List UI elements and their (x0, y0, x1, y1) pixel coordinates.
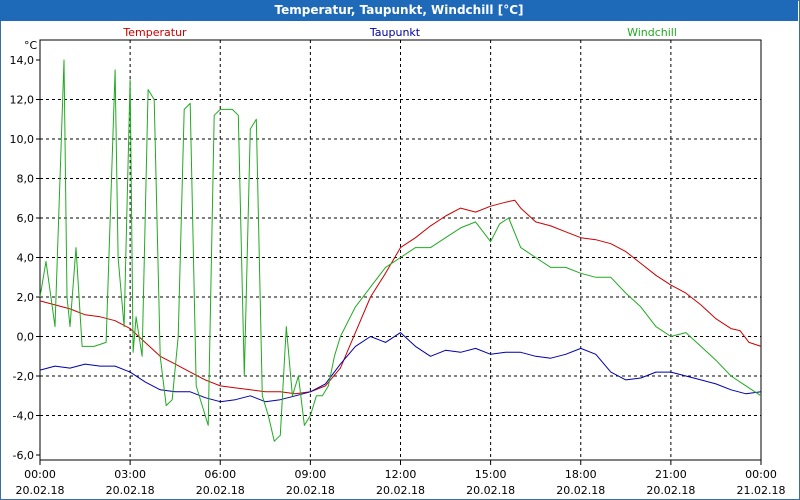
x-tick-date: 20.02.18 (286, 484, 335, 497)
x-tick-time: 21:00 (655, 468, 687, 481)
y-tick-label: 12,0 (10, 94, 35, 107)
x-tick-time: 06:00 (204, 468, 236, 481)
series-line-windchill (39, 59, 762, 442)
y-tick-label: 8,0 (17, 173, 35, 186)
x-tick-date: 20.02.18 (556, 484, 605, 497)
y-tick-label: 4,0 (17, 252, 35, 265)
x-tick-date: 21.02.18 (737, 484, 786, 497)
x-tick-time: 09:00 (295, 468, 327, 481)
y-tick-label: 14,0 (10, 54, 35, 67)
y-tick-label: 6,0 (17, 212, 35, 225)
x-tick-date: 20.02.18 (196, 484, 245, 497)
x-tick-time: 15:00 (475, 468, 507, 481)
series-line-taupunkt (39, 332, 762, 403)
x-tick-time: 00:00 (745, 468, 777, 481)
y-tick-label: -6,0 (13, 449, 34, 462)
x-tick-time: 12:00 (385, 468, 417, 481)
legend-taupunkt: Taupunkt (369, 26, 421, 39)
x-tick-date: 20.02.18 (466, 484, 515, 497)
x-tick-date: 20.02.18 (376, 484, 425, 497)
legend-windchill: Windchill (627, 26, 677, 39)
x-axis: 00:00 20.02.18 03:00 20.02.18 06:00 20.02.18 0… (16, 460, 786, 497)
y-axis-label: °C (24, 39, 38, 52)
x-tick-date: 20.02.18 (646, 484, 695, 497)
y-tick-label: 2,0 (17, 291, 35, 304)
chart-title: Temperatur, Taupunkt, Windchill [°C] (0, 0, 798, 21)
x-tick-date: 20.02.18 (106, 484, 155, 497)
y-tick-label: -4,0 (13, 410, 34, 423)
x-tick-time: 00:00 (24, 468, 56, 481)
series-line-temperatur (39, 199, 762, 395)
y-tick-label: -2,0 (13, 370, 34, 383)
x-tick-date: 20.02.18 (16, 484, 65, 497)
y-tick-label: 10,0 (10, 133, 35, 146)
legend-temperatur: Temperatur (122, 26, 187, 39)
y-tick-label: 0,0 (17, 331, 35, 344)
x-tick-time: 18:00 (565, 468, 597, 481)
series-lines (39, 59, 762, 442)
x-tick-time: 03:00 (114, 468, 146, 481)
y-axis: 14,0 12,0 10,0 8,0 6,0 4,0 2,0 0,0 -2,0 -4,0 -6,0 (10, 54, 40, 462)
